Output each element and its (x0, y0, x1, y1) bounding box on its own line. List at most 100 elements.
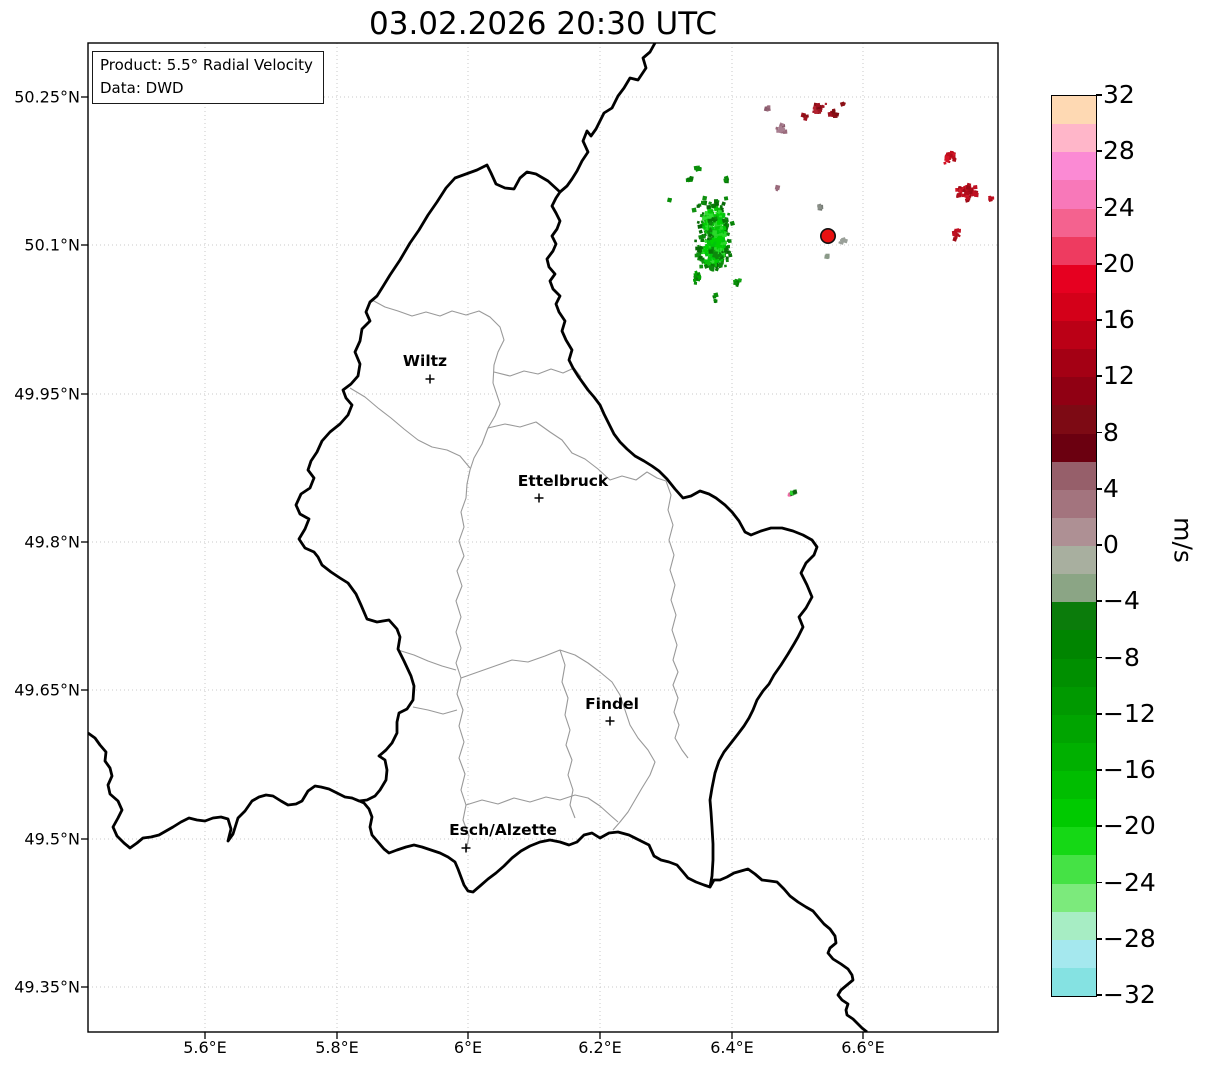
district-border (455, 382, 501, 853)
radar-pixel (831, 109, 836, 114)
radar-pixel (704, 245, 709, 250)
district-border (349, 387, 471, 469)
colorbar-tick-label: −16 (1103, 754, 1156, 784)
colorbar-segment (1052, 714, 1096, 743)
radar-pixel (726, 238, 731, 243)
colorbar-tick-label: 8 (1103, 417, 1119, 447)
radar-pixel (960, 188, 964, 191)
y-tick-label: 49.65°N (14, 680, 80, 700)
radar-pixel (728, 253, 733, 258)
radar-pixel (965, 195, 970, 201)
radar-pixel (712, 230, 718, 236)
radar-pixel (718, 253, 722, 258)
colorbar-tick-label: −8 (1103, 642, 1140, 672)
radar-pixel (700, 200, 705, 205)
colorbar-tick-label: −32 (1103, 979, 1156, 1009)
radar-pixel (951, 231, 956, 236)
radar-pixel (721, 250, 724, 254)
radar-pixel (724, 179, 727, 183)
district-border (665, 480, 689, 759)
radar-pixel (719, 212, 723, 216)
radar-pixel (701, 215, 707, 221)
colorbar-segment (1052, 96, 1096, 125)
radar-pixel (817, 108, 821, 112)
radar-pixel (724, 216, 729, 221)
radar-pixel (943, 161, 947, 165)
colorbar-tick-label: 16 (1103, 304, 1135, 334)
radar-pixel (701, 212, 705, 215)
colorbar-segment (1052, 630, 1096, 659)
radar-pixel (717, 235, 723, 241)
axis-ticks (81, 96, 864, 1039)
radar-pixel (817, 204, 823, 210)
x-tick-label: 5.6°E (183, 1038, 227, 1057)
radar-pixel (708, 265, 714, 270)
radar-pixel (713, 251, 718, 256)
colorbar-tick-label: −28 (1103, 923, 1156, 953)
radar-pixel (954, 228, 960, 233)
colorbar-segment (1052, 939, 1096, 968)
radar-pixel (776, 129, 780, 133)
radar-pixel (702, 234, 707, 239)
colorbar-segment (1052, 602, 1096, 631)
radar-pixel (693, 281, 698, 285)
radar-pixel (723, 223, 727, 227)
radar-pixel (713, 292, 719, 298)
radar-pixel (733, 281, 738, 286)
colorbar-tick-mark (1096, 206, 1102, 209)
plot-frame (87, 42, 999, 1033)
colorbar-segment (1052, 827, 1096, 856)
radar-pixel (726, 223, 730, 226)
radar-pixel (697, 167, 702, 171)
y-tick-label: 49.35°N (14, 977, 80, 997)
district-border (397, 649, 457, 671)
data-source-line: Data: DWD (100, 78, 184, 97)
radar-pixel (717, 262, 724, 268)
radar-pixel (720, 229, 725, 234)
radar-pixel (723, 249, 727, 254)
radar-pixel (781, 128, 786, 132)
radar-pixel (708, 201, 712, 206)
radar-pixel (965, 190, 971, 196)
radar-pixel (700, 238, 705, 243)
radar-pixel (711, 226, 715, 231)
colorbar-tick-mark (1096, 431, 1102, 434)
colorbar-tick-mark (1096, 825, 1102, 828)
city-plus-marker (534, 493, 544, 503)
radar-pixel (694, 253, 699, 258)
colorbar-tick-label: −20 (1103, 811, 1156, 841)
colorbar-tick-mark (1096, 487, 1102, 490)
radar-pixel (698, 255, 703, 260)
district-border (559, 649, 576, 819)
radar-pixel (965, 185, 971, 190)
city-label-findel: Findel (585, 695, 639, 713)
radar-pixel (667, 197, 671, 201)
radar-pixel (952, 157, 957, 162)
x-tick-label: 5.8°E (315, 1038, 359, 1057)
colorbar-segment (1052, 349, 1096, 378)
radar-pixel (709, 258, 712, 261)
colorbar-tick-mark (1096, 994, 1102, 996)
radar-pixel (973, 184, 978, 190)
district-border (371, 299, 505, 384)
radar-pixel (725, 256, 729, 260)
radar-pixel (722, 218, 726, 222)
colorbar-tick-label: −4 (1103, 586, 1140, 616)
radar-pixel (689, 175, 694, 181)
colorbar-segment (1052, 967, 1096, 996)
colorbar-segment (1052, 855, 1096, 884)
radar-pixel (702, 195, 708, 201)
colorbar-tick-label: 28 (1103, 136, 1135, 166)
radar-pixel (725, 258, 729, 263)
radar-pixel (704, 252, 708, 256)
city-markers (425, 374, 615, 853)
radar-pixel (824, 254, 829, 260)
grid-lines (88, 43, 998, 1032)
colorbar-segment (1052, 461, 1096, 490)
colorbar-segment (1052, 546, 1096, 575)
radar-pixel (700, 220, 704, 224)
radar-pixel (691, 207, 697, 213)
radar-pixel (713, 241, 717, 245)
